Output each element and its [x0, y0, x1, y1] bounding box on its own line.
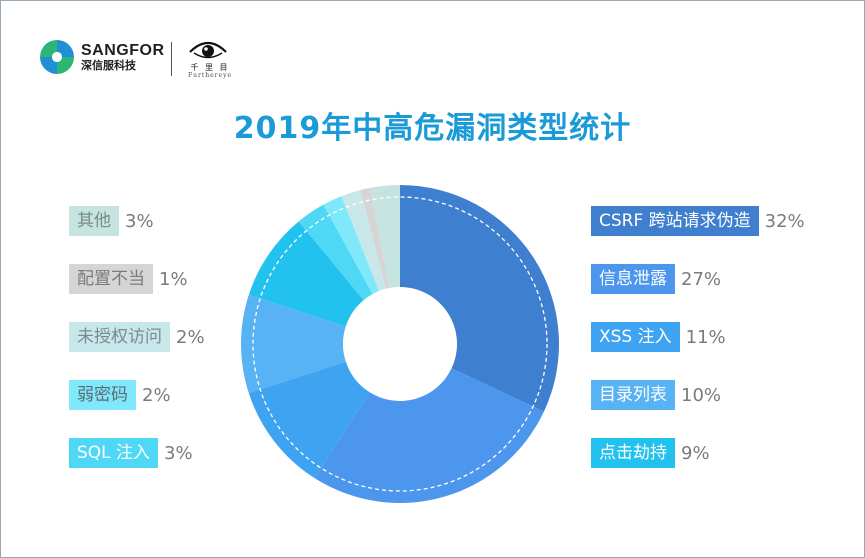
- legend-percent: 32%: [764, 210, 805, 232]
- legend-percent: 27%: [681, 268, 722, 290]
- legend-label: 未授权访问: [69, 322, 170, 352]
- chart-title: 2019年中高危漏洞类型统计: [233, 111, 632, 146]
- legend-label: 目录列表: [591, 380, 675, 410]
- donut-slice-3: [240, 294, 346, 394]
- legend-label: 弱密码: [69, 380, 136, 410]
- logo-divider: [171, 42, 172, 76]
- donut-slice-9: [370, 185, 400, 289]
- donut-slice-4: [248, 221, 364, 327]
- legend-item: SQL 注入 3%: [69, 438, 193, 468]
- donut-slice-8: [360, 187, 390, 289]
- brand-sub: 深信服科技: [81, 58, 136, 72]
- legend-percent: 2%: [176, 326, 205, 348]
- legend-label: 配置不当: [69, 264, 153, 294]
- legend-item: 点击劫持 9%: [591, 438, 710, 468]
- legend-item: 未授权访问 2%: [69, 322, 205, 352]
- legend-label: XSS 注入: [591, 322, 680, 352]
- eye-icon: [189, 41, 227, 59]
- legend-percent: 11%: [685, 326, 726, 348]
- donut-slice-1: [314, 368, 544, 503]
- sangfor-logo: SANGFOR 深信服科技: [40, 40, 165, 74]
- legend-item: 其他 3%: [69, 206, 154, 236]
- legend-item: 目录列表 10%: [591, 380, 721, 410]
- legend-label: 点击劫持: [591, 438, 675, 468]
- donut-slice-5: [298, 204, 373, 301]
- legend-item: 配置不当 1%: [69, 264, 188, 294]
- legend-label: 其他: [69, 206, 119, 236]
- donut-slice-6: [323, 196, 380, 295]
- legend-percent: 3%: [125, 210, 154, 232]
- legend-item: CSRF 跨站请求伪造 32%: [591, 206, 805, 236]
- legend-label: SQL 注入: [69, 438, 159, 468]
- partner-en: Furthereye: [187, 72, 233, 79]
- legend-item: 信息泄露 27%: [591, 264, 721, 294]
- legend-percent: 9%: [681, 442, 710, 464]
- donut-slice-7: [341, 189, 386, 292]
- furthereye-logo: 千 里 目 Furthereye: [186, 38, 234, 80]
- legend-item: 弱密码 2%: [69, 380, 171, 410]
- sangfor-globe-icon: [40, 40, 74, 74]
- donut-slice-2: [248, 361, 370, 479]
- partner-cn: 千 里 目: [190, 63, 230, 72]
- legend-label: 信息泄露: [591, 264, 675, 294]
- donut-slice-0: [400, 185, 559, 412]
- legend-percent: 10%: [681, 384, 722, 406]
- legend-label: CSRF 跨站请求伪造: [591, 206, 759, 236]
- legend-item: XSS 注入 11%: [591, 322, 726, 352]
- legend-percent: 3%: [164, 442, 193, 464]
- brand-name: SANGFOR: [81, 42, 165, 60]
- legend-percent: 1%: [159, 268, 188, 290]
- dashed-ring: [252, 196, 548, 492]
- legend-percent: 2%: [142, 384, 171, 406]
